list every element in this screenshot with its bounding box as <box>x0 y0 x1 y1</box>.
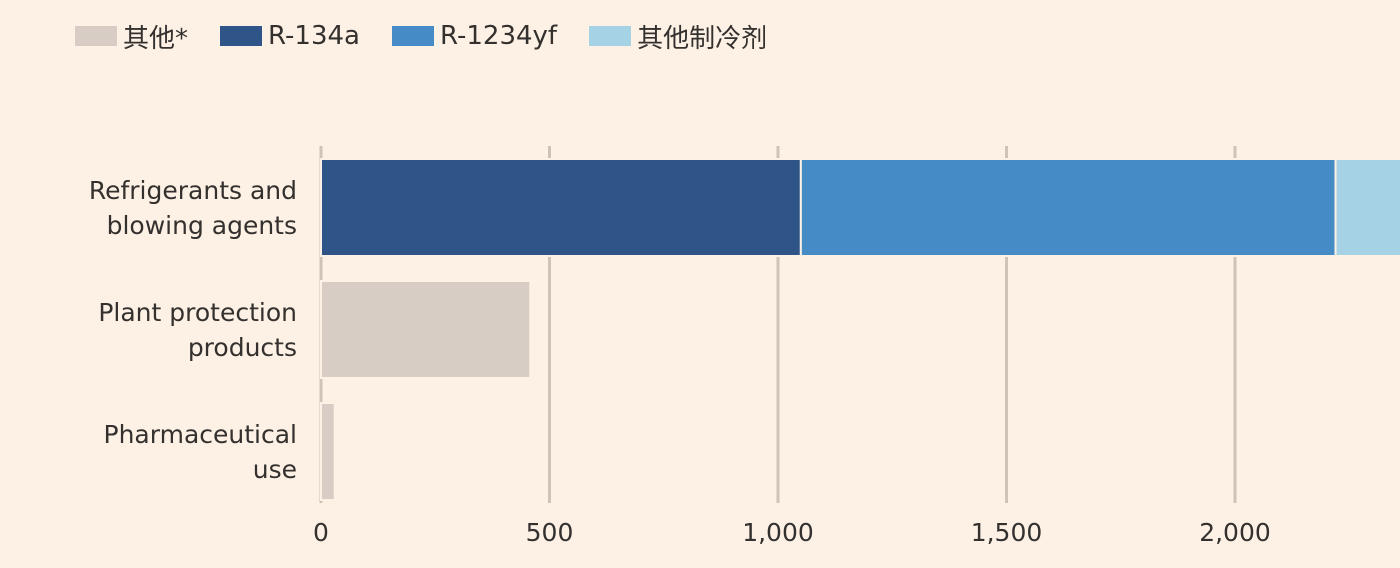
legend-label: R-134a <box>268 21 360 51</box>
legend-item: 其他制冷剂 <box>589 18 767 55</box>
legend-label: 其他* <box>123 23 189 54</box>
x-tick-label: 0 <box>313 518 329 547</box>
x-tick-label: 1,000 <box>742 518 814 547</box>
bar-segment <box>320 280 532 379</box>
category-label-line: Plant protection <box>98 298 297 327</box>
category-label-line: Pharmaceutical <box>104 420 297 449</box>
x-tick-label: 1,500 <box>971 518 1043 547</box>
bar-segment <box>799 158 1337 257</box>
category-label: Pharmaceutical use <box>104 420 297 484</box>
x-tick-label: 2,000 <box>1199 518 1271 547</box>
legend-item: R-134a <box>220 21 360 51</box>
legend-item: R-1234yf <box>391 21 558 51</box>
legend-label: R-1234yf <box>439 21 558 51</box>
legend-swatch <box>391 26 434 46</box>
bar-segment <box>320 158 802 257</box>
category-label-line: use <box>253 455 297 484</box>
category-label: Plant protection products <box>98 298 297 362</box>
category-label-line: blowing agents <box>107 211 297 240</box>
legend-swatch <box>75 26 117 46</box>
bar-segment <box>1334 158 1400 257</box>
category-label-line: Refrigerants and <box>89 176 297 205</box>
legend: 其他* R-134a R-1234yf 其他制冷剂 <box>75 16 799 56</box>
x-tick-label: 500 <box>526 518 574 547</box>
category-label-line: products <box>188 333 297 362</box>
bar-segment <box>320 402 336 501</box>
legend-swatch <box>220 26 263 46</box>
category-label: Refrigerants and blowing agents <box>89 176 297 240</box>
legend-swatch <box>589 26 632 46</box>
legend-item: 其他* <box>75 18 188 55</box>
legend-label: 其他制冷剂 <box>637 23 768 54</box>
